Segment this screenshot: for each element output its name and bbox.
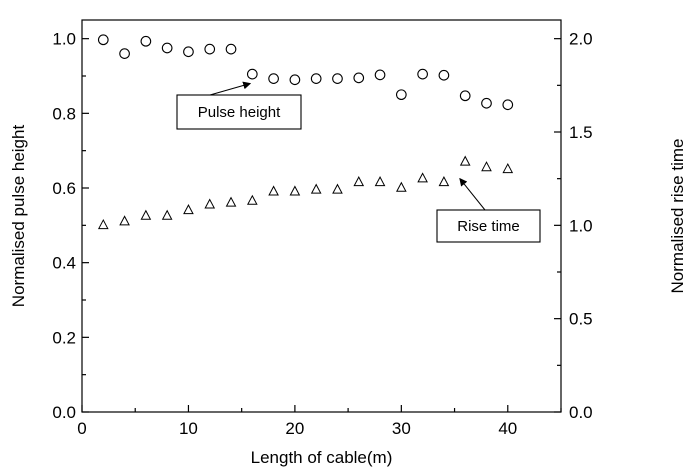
x-tick-label: 30 (392, 419, 411, 438)
annotation-label: Pulse height (198, 104, 281, 121)
annotation-box (176, 94, 302, 130)
annotation-arrow (209, 81, 252, 96)
left-y-tick-label: 0.0 (52, 403, 76, 422)
pulse-height-point (332, 73, 343, 84)
rise-time-point (204, 198, 216, 209)
pulse-height-point (268, 73, 279, 84)
rise-time-point (140, 209, 152, 220)
rise-time-point (97, 218, 109, 230)
right-y-tick-label: 0.5 (569, 310, 593, 329)
pulse-height-point (246, 68, 258, 80)
rise-time-point (289, 185, 301, 196)
rise-time-point (246, 194, 258, 205)
pulse-height-point (119, 48, 130, 59)
pulse-height-point (502, 99, 514, 111)
x-axis-ticks: 0 10 20 30 40 (77, 405, 562, 438)
right-y-axis-ticks: 0.0 0.5 1.0 1.5 2.0 (554, 30, 593, 422)
pulse-height-point (204, 43, 216, 55)
pulse-height-point (438, 69, 450, 81)
right-y-axis-label: Normalised rise time (668, 139, 687, 294)
right-y-tick-label: 1.5 (569, 123, 593, 142)
x-tick-label: 10 (179, 419, 198, 438)
rise-time-point (310, 183, 322, 194)
pulse-height-point (161, 42, 173, 54)
pulse-height-point (183, 46, 194, 58)
rise-time-point (332, 183, 343, 194)
left-y-axis-ticks: 0.0 0.2 0.4 0.6 0.8 1.0 (52, 30, 89, 422)
rise-time-point (161, 209, 173, 220)
right-y-tick-label: 2.0 (569, 30, 593, 49)
rise-time-point (225, 196, 237, 207)
pulse-height-point (289, 74, 301, 86)
rise-time-point (459, 155, 471, 166)
pulse-height-point (481, 97, 492, 109)
pulse-height-point (97, 34, 109, 46)
rise-time-point (438, 176, 450, 187)
pulse-height-point (310, 73, 322, 84)
pulse-height-point (395, 89, 407, 101)
pulse-height-point (417, 68, 428, 80)
pulse-height-point (353, 72, 365, 84)
right-y-tick-label: 0.0 (569, 403, 593, 422)
x-tick-label: 20 (285, 419, 304, 438)
rise-time-point (119, 215, 130, 226)
pulse-height-point (140, 35, 152, 47)
right-y-tick-label: 1.0 (569, 216, 593, 235)
annotation-arrow (459, 177, 486, 211)
left-y-tick-label: 0.6 (52, 179, 76, 198)
left-y-tick-label: 0.4 (52, 254, 76, 273)
rise-time-point (502, 162, 514, 174)
x-tick-label: 0 (77, 419, 86, 438)
annotations: Pulse height Rise time (176, 81, 541, 243)
rise-time-point (374, 176, 386, 187)
x-tick-label: 40 (498, 419, 517, 438)
annotation-box (436, 209, 541, 243)
rise-time-point (183, 204, 194, 215)
rise-time-point (481, 161, 492, 172)
pulse-height-point (459, 90, 471, 102)
rise-time-point (417, 172, 428, 183)
x-axis-label: Length of cable(m) (251, 448, 393, 467)
pulse-height-point (225, 43, 237, 55)
left-y-tick-label: 1.0 (52, 30, 76, 49)
left-y-tick-label: 0.2 (52, 328, 76, 347)
left-y-axis-label: Normalised pulse height (9, 125, 28, 308)
rise-time-point (396, 181, 407, 192)
rise-time-point (268, 185, 279, 196)
rise-time-point (353, 176, 365, 187)
pulse-height-point (374, 69, 386, 81)
data-points (97, 34, 514, 230)
left-y-tick-label: 0.8 (52, 104, 76, 123)
plot-frame (81, 19, 562, 413)
annotation-label: Rise time (457, 218, 520, 235)
